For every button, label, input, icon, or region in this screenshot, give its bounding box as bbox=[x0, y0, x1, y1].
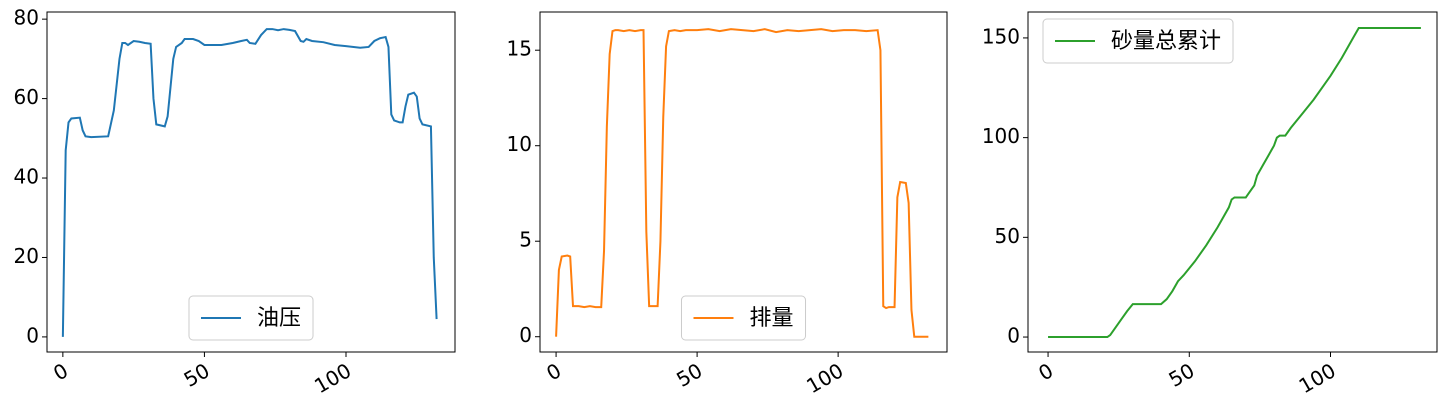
legend: 油压 bbox=[188, 295, 314, 341]
legend: 排量 bbox=[680, 295, 807, 341]
y-tick-label: 5 bbox=[519, 228, 532, 252]
y-tick-label: 80 bbox=[14, 6, 39, 30]
x-tick-label: 100 bbox=[1295, 358, 1340, 398]
x-tick-label: 0 bbox=[49, 358, 72, 385]
y-tick-label: 60 bbox=[14, 85, 39, 109]
subplot: 0 20 40 60 80 0 50 100 油压 bbox=[14, 6, 456, 398]
x-tick-label: 100 bbox=[310, 358, 355, 398]
y-tick-label: 10 bbox=[507, 132, 532, 156]
y-tick-label: 40 bbox=[14, 165, 39, 189]
x-tick-label: 50 bbox=[180, 358, 214, 392]
axes-frame bbox=[539, 11, 948, 353]
data-line bbox=[61, 28, 438, 337]
subplot: 0 50 100 150 0 50 100 砂量总累计 bbox=[982, 11, 1438, 398]
y-tick-label: 15 bbox=[507, 37, 532, 61]
y-tick-label: 100 bbox=[982, 124, 1020, 148]
data-line bbox=[1048, 26, 1421, 339]
y-tick-label: 0 bbox=[26, 323, 39, 347]
y-tick-label: 50 bbox=[995, 224, 1020, 248]
legend: 砂量总累计 bbox=[1042, 18, 1234, 64]
axes-frame bbox=[46, 11, 456, 353]
data-line bbox=[555, 28, 929, 338]
x-tick-label: 0 bbox=[542, 358, 565, 385]
legend-box bbox=[1042, 18, 1234, 64]
legend-label: 油压 bbox=[257, 306, 301, 331]
x-tick-label: 50 bbox=[1164, 358, 1198, 392]
x-tick-label: 0 bbox=[1034, 358, 1057, 385]
x-tick-label: 100 bbox=[802, 358, 847, 398]
y-tick-label: 150 bbox=[982, 24, 1020, 48]
y-tick-label: 20 bbox=[14, 244, 39, 268]
legend-box bbox=[680, 295, 807, 341]
legend-box bbox=[188, 295, 314, 341]
axes-frame bbox=[1027, 11, 1438, 353]
subplot: 0 5 10 15 0 50 100 排量 bbox=[507, 11, 948, 398]
x-tick-label: 50 bbox=[672, 358, 706, 392]
y-tick-label: 0 bbox=[1007, 324, 1020, 348]
legend-label: 砂量总累计 bbox=[1111, 29, 1221, 54]
legend-label: 排量 bbox=[749, 306, 793, 331]
y-tick-label: 0 bbox=[519, 323, 532, 347]
